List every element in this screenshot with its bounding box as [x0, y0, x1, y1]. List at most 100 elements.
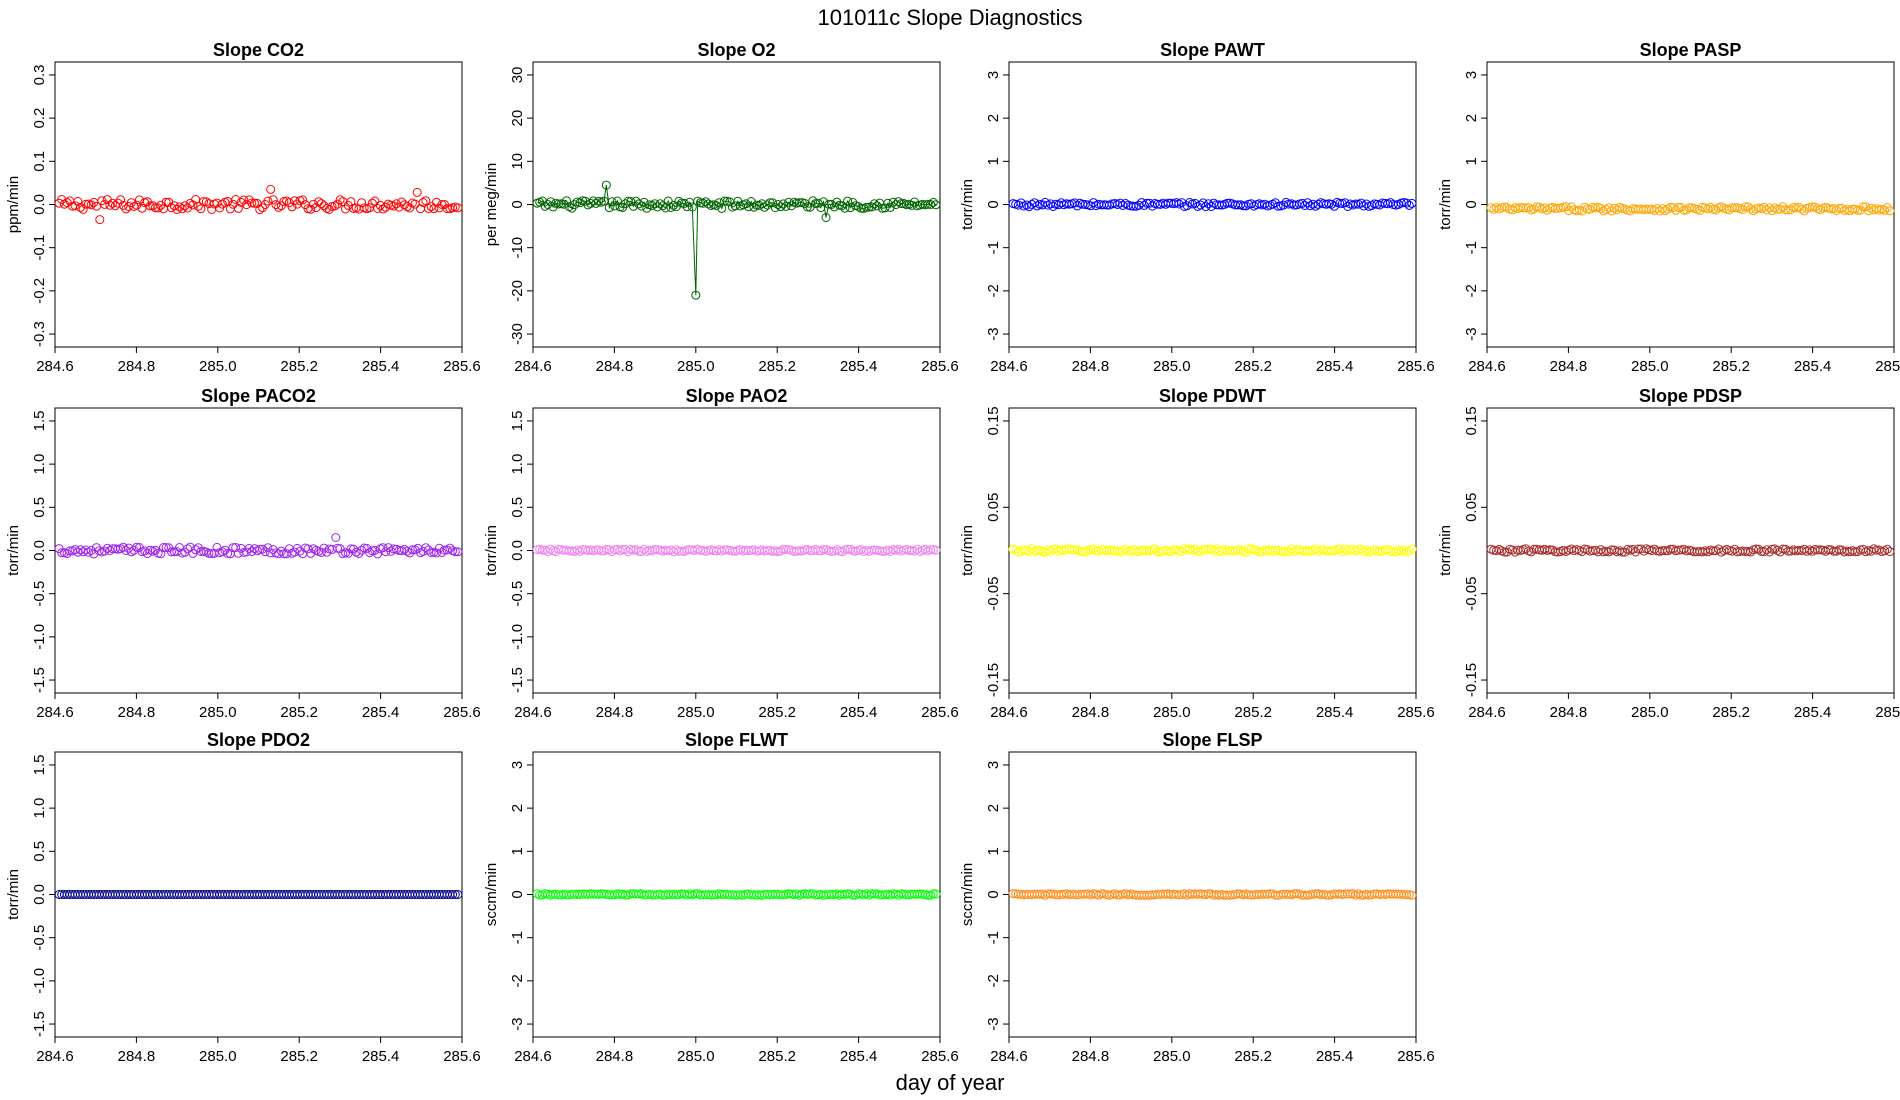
data-point	[1185, 198, 1195, 207]
y-tick-label: -0.3	[31, 321, 48, 347]
y-tick-label: -20	[509, 280, 526, 302]
panel-title: Slope PACO2	[201, 386, 316, 406]
panel-slope-flsp: Slope FLSP sccm/min -3 -2 -1 0 1 2 3 284.6 284.8 28…	[959, 730, 1435, 1065]
x-tick-label: 285.0	[199, 358, 237, 375]
x-tick-label: 284.8	[596, 704, 634, 721]
data-point	[1510, 547, 1520, 557]
y-axis-label: ppm/min	[5, 176, 22, 234]
x-tick-label: 285.0	[1631, 704, 1669, 721]
data-point	[1407, 890, 1417, 900]
y-tick-label: 1	[985, 847, 1002, 855]
data-point	[196, 547, 206, 556]
y-tick-label: -1	[1463, 241, 1480, 254]
data-point	[570, 547, 579, 557]
data-point	[76, 545, 85, 555]
data-point	[407, 545, 417, 555]
data-point	[244, 544, 254, 553]
data-point	[1013, 200, 1023, 210]
data-point	[156, 549, 166, 559]
data-point	[778, 199, 788, 209]
data-point	[741, 199, 751, 209]
data-point	[1885, 206, 1895, 216]
data-point	[76, 202, 85, 212]
y-tick-label: 1.0	[509, 454, 526, 475]
data-point	[244, 195, 254, 205]
panel-title: Slope PDO2	[207, 730, 310, 750]
data-point	[1494, 544, 1504, 554]
x-tick-label: 285.6	[1397, 358, 1435, 375]
data-point	[1821, 546, 1831, 556]
data-point	[1142, 546, 1152, 556]
x-tick-label: 285.6	[443, 358, 481, 375]
data-point	[1040, 547, 1050, 557]
y-tick-label: 1.5	[509, 411, 526, 432]
x-tick-label: 284.8	[596, 358, 634, 375]
y-tick-label: 1.5	[31, 411, 48, 432]
data-point	[453, 203, 463, 213]
data-point	[1674, 202, 1683, 212]
y-tick-label: 30	[509, 67, 526, 84]
data-point	[100, 546, 110, 556]
data-point	[308, 544, 318, 554]
data-point	[1407, 544, 1417, 554]
data-point	[424, 545, 433, 555]
data-point	[1022, 200, 1031, 210]
data-point	[928, 197, 938, 207]
data-point	[663, 196, 673, 206]
data-point	[1529, 204, 1539, 214]
data-point	[1273, 201, 1283, 211]
data-point	[132, 200, 142, 210]
series-line	[536, 185, 937, 296]
data-point	[867, 202, 877, 212]
data-point	[1008, 544, 1018, 554]
panel-title: Slope PDSP	[1639, 386, 1742, 406]
data-point	[1040, 197, 1050, 207]
data-point	[781, 545, 791, 554]
data-point	[1070, 545, 1080, 555]
x-tick-label: 285.2	[1712, 704, 1750, 721]
data-point	[819, 197, 828, 207]
y-tick-label: 0	[509, 890, 526, 898]
x-axis-label: day of year	[896, 1070, 1005, 1095]
data-point	[429, 204, 439, 214]
data-point	[193, 201, 203, 211]
x-tick-label: 284.8	[118, 358, 156, 375]
data-point	[1030, 198, 1039, 208]
figure-title: 101011c Slope Diagnostics	[818, 5, 1083, 30]
y-tick-label: 0.5	[31, 841, 48, 862]
data-point	[902, 200, 911, 210]
x-tick-label: 285.6	[443, 704, 481, 721]
y-tick-label: 0.0	[31, 194, 48, 215]
data-point	[410, 199, 420, 209]
data-point	[92, 543, 101, 553]
x-tick-label: 285.2	[280, 704, 318, 721]
y-axis-label: torr/min	[959, 525, 976, 576]
x-tick-label: 285.4	[1794, 704, 1832, 721]
data-point	[1767, 544, 1777, 554]
data-point	[1078, 547, 1088, 557]
y-tick-label: 0.3	[31, 65, 48, 86]
x-tick-label: 285.4	[1316, 358, 1354, 375]
data-point	[1500, 547, 1509, 557]
y-tick-label: 0.0	[509, 540, 526, 561]
data-point	[373, 549, 383, 559]
data-point	[247, 198, 257, 208]
data-point	[159, 543, 168, 552]
data-point	[266, 184, 276, 194]
data-point	[623, 547, 633, 557]
data-point	[271, 200, 281, 210]
data-point	[306, 204, 316, 214]
data-point	[1257, 547, 1267, 557]
x-tick-label: 285.4	[840, 1048, 878, 1065]
data-point	[912, 544, 922, 554]
data-point	[1778, 544, 1788, 554]
x-tick-label: 285.2	[758, 358, 796, 375]
y-tick-label: -2	[985, 974, 1002, 987]
data-point	[263, 543, 273, 553]
data-point	[562, 196, 571, 206]
data-point	[1303, 198, 1312, 208]
x-tick-label: 284.6	[1468, 358, 1506, 375]
data-point	[330, 201, 340, 211]
data-point	[316, 199, 326, 209]
data-point	[1880, 546, 1890, 556]
